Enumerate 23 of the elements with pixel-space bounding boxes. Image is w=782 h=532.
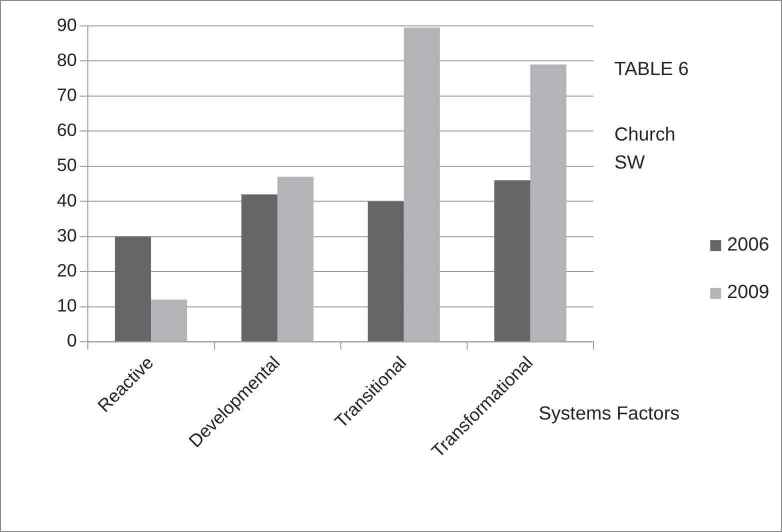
y-tick-label: 70 — [56, 85, 77, 106]
bar — [494, 180, 530, 342]
y-tick-label: 90 — [56, 14, 77, 35]
bar — [368, 201, 404, 342]
bar — [404, 28, 440, 342]
bar — [241, 194, 278, 342]
y-tick-label: 30 — [56, 225, 77, 246]
y-tick-label: 80 — [56, 50, 77, 70]
y-tick-label: 50 — [56, 155, 77, 176]
y-tick-label: 60 — [56, 120, 77, 140]
legend-label: 2006 — [727, 234, 770, 256]
legend-label: 2009 — [727, 282, 770, 304]
text: TABLE 6 — [614, 58, 689, 80]
y-tick-label: 40 — [56, 190, 77, 210]
text: Church SW — [614, 124, 676, 174]
bar — [530, 64, 566, 342]
bar — [150, 300, 188, 342]
x-axis-title: Systems Factors — [538, 404, 680, 425]
y-tick-label: 10 — [56, 296, 77, 316]
y-tick-label: 0 — [66, 330, 77, 351]
bar — [114, 236, 151, 342]
bar — [277, 176, 314, 342]
y-tick-label: 20 — [56, 260, 77, 280]
